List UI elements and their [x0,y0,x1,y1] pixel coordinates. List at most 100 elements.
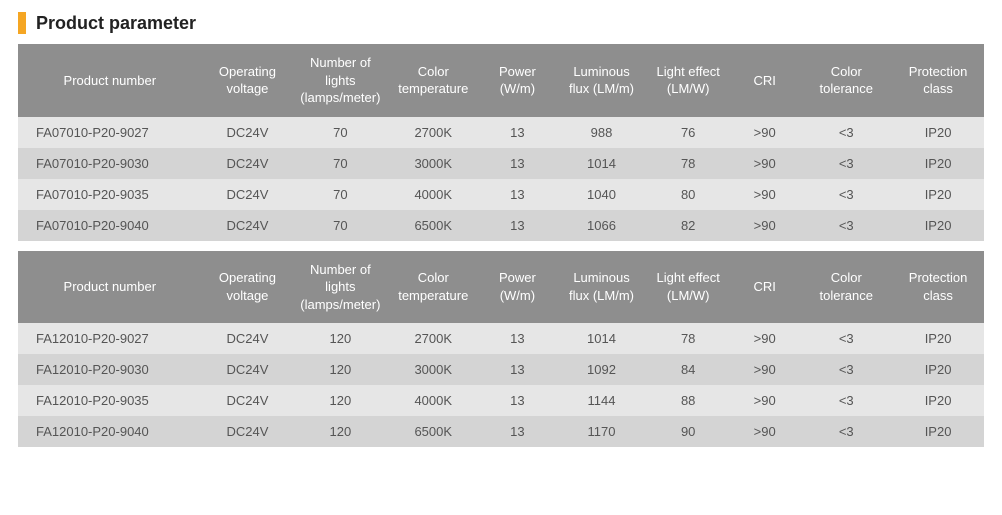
data-cell: 13 [479,385,555,416]
column-header: Protection class [892,251,984,324]
column-header: Luminous flux (LM/m) [556,44,648,117]
column-header: Number of lights (lamps/meter) [293,251,387,324]
data-cell: <3 [800,210,892,241]
data-cell: <3 [800,354,892,385]
section-title-text: Product parameter [36,13,196,34]
data-cell: 13 [479,148,555,179]
data-cell: 88 [647,385,729,416]
data-cell: 1144 [556,385,648,416]
product-number-cell: FA07010-P20-9035 [18,179,202,210]
table-row: FA07010-P20-9040DC24V706500K13106682>90<… [18,210,984,241]
data-cell: >90 [729,179,800,210]
data-cell: 3000K [387,354,479,385]
product-number-cell: FA12010-P20-9030 [18,354,202,385]
column-header: Light effect (LM/W) [647,251,729,324]
column-header: Color tolerance [800,44,892,117]
data-cell: DC24V [202,210,294,241]
parameter-table: Product numberOperating voltageNumber of… [18,251,984,448]
data-cell: >90 [729,354,800,385]
data-cell: 2700K [387,117,479,148]
column-header: Operating voltage [202,44,294,117]
data-cell: IP20 [892,117,984,148]
column-header: CRI [729,251,800,324]
data-cell: 1014 [556,148,648,179]
column-header: Color temperature [387,251,479,324]
data-cell: 6500K [387,210,479,241]
data-cell: DC24V [202,179,294,210]
data-cell: 84 [647,354,729,385]
column-header: Product number [18,251,202,324]
data-cell: 78 [647,148,729,179]
data-cell: DC24V [202,117,294,148]
table-header-row: Product numberOperating voltageNumber of… [18,251,984,324]
product-number-cell: FA12010-P20-9040 [18,416,202,447]
table-row: FA07010-P20-9027DC24V702700K1398876>90<3… [18,117,984,148]
data-cell: <3 [800,148,892,179]
data-cell: >90 [729,385,800,416]
data-cell: >90 [729,117,800,148]
data-cell: >90 [729,323,800,354]
data-cell: 1066 [556,210,648,241]
data-cell: 120 [293,354,387,385]
data-cell: IP20 [892,179,984,210]
table-row: FA12010-P20-9030DC24V1203000K13109284>90… [18,354,984,385]
data-cell: 90 [647,416,729,447]
column-header: CRI [729,44,800,117]
data-cell: 1040 [556,179,648,210]
data-cell: 13 [479,323,555,354]
column-header: Number of lights (lamps/meter) [293,44,387,117]
data-cell: >90 [729,416,800,447]
data-cell: IP20 [892,385,984,416]
data-cell: 2700K [387,323,479,354]
table-row: FA07010-P20-9035DC24V704000K13104080>90<… [18,179,984,210]
data-cell: IP20 [892,148,984,179]
data-cell: 1092 [556,354,648,385]
data-cell: 70 [293,117,387,148]
data-cell: <3 [800,385,892,416]
column-header: Power (W/m) [479,251,555,324]
tables-container: Product numberOperating voltageNumber of… [18,44,984,447]
column-header: Product number [18,44,202,117]
data-cell: 13 [479,117,555,148]
product-number-cell: FA07010-P20-9030 [18,148,202,179]
column-header: Luminous flux (LM/m) [556,251,648,324]
data-cell: 13 [479,179,555,210]
data-cell: 76 [647,117,729,148]
column-header: Color tolerance [800,251,892,324]
product-number-cell: FA07010-P20-9027 [18,117,202,148]
product-number-cell: FA12010-P20-9035 [18,385,202,416]
data-cell: 13 [479,354,555,385]
data-cell: IP20 [892,354,984,385]
table-row: FA12010-P20-9040DC24V1206500K13117090>90… [18,416,984,447]
data-cell: <3 [800,323,892,354]
data-cell: 13 [479,416,555,447]
product-number-cell: FA12010-P20-9027 [18,323,202,354]
accent-bar-icon [18,12,26,34]
data-cell: >90 [729,148,800,179]
data-cell: 120 [293,385,387,416]
data-cell: 70 [293,148,387,179]
column-header: Power (W/m) [479,44,555,117]
data-cell: 13 [479,210,555,241]
data-cell: 1170 [556,416,648,447]
data-cell: >90 [729,210,800,241]
data-cell: DC24V [202,323,294,354]
data-cell: DC24V [202,416,294,447]
table-header-row: Product numberOperating voltageNumber of… [18,44,984,117]
data-cell: 120 [293,416,387,447]
data-cell: <3 [800,117,892,148]
data-cell: 82 [647,210,729,241]
data-cell: DC24V [202,148,294,179]
data-cell: 78 [647,323,729,354]
column-header: Protection class [892,44,984,117]
data-cell: IP20 [892,210,984,241]
data-cell: 70 [293,179,387,210]
data-cell: 4000K [387,385,479,416]
data-cell: DC24V [202,354,294,385]
data-cell: 1014 [556,323,648,354]
data-cell: 70 [293,210,387,241]
data-cell: <3 [800,416,892,447]
column-header: Operating voltage [202,251,294,324]
data-cell: 120 [293,323,387,354]
data-cell: 80 [647,179,729,210]
